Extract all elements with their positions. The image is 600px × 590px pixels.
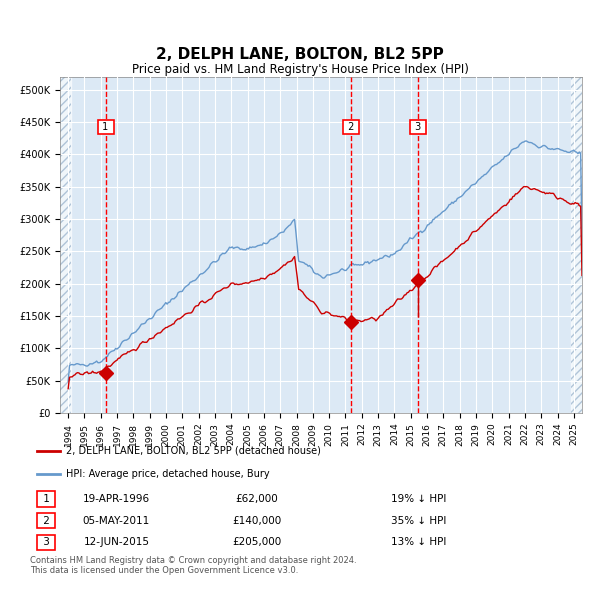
Text: 1: 1	[40, 494, 53, 504]
Text: 19-APR-1996: 19-APR-1996	[83, 494, 150, 504]
Bar	[571, 77, 582, 413]
Bar	[60, 77, 71, 413]
Text: 12-JUN-2015: 12-JUN-2015	[83, 537, 149, 548]
Text: Contains HM Land Registry data © Crown copyright and database right 2024.: Contains HM Land Registry data © Crown c…	[30, 556, 356, 565]
Text: This data is licensed under the Open Government Licence v3.0.: This data is licensed under the Open Gov…	[30, 566, 298, 575]
Text: 3: 3	[412, 122, 424, 132]
Text: £205,000: £205,000	[232, 537, 281, 548]
Text: £62,000: £62,000	[235, 494, 278, 504]
Text: 2: 2	[345, 122, 357, 132]
Text: 2, DELPH LANE, BOLTON, BL2 5PP (detached house): 2, DELPH LANE, BOLTON, BL2 5PP (detached…	[67, 445, 321, 455]
Text: 05-MAY-2011: 05-MAY-2011	[83, 516, 150, 526]
Bar	[60, 77, 71, 413]
Text: 13% ↓ HPI: 13% ↓ HPI	[391, 537, 446, 548]
Text: 2, DELPH LANE, BOLTON, BL2 5PP: 2, DELPH LANE, BOLTON, BL2 5PP	[156, 47, 444, 62]
Text: 3: 3	[40, 537, 53, 548]
Bar	[571, 77, 582, 413]
Text: 1: 1	[100, 122, 112, 132]
Text: £140,000: £140,000	[232, 516, 281, 526]
Text: HPI: Average price, detached house, Bury: HPI: Average price, detached house, Bury	[67, 469, 270, 479]
Text: Price paid vs. HM Land Registry's House Price Index (HPI): Price paid vs. HM Land Registry's House …	[131, 63, 469, 76]
Text: 19% ↓ HPI: 19% ↓ HPI	[391, 494, 446, 504]
Text: 35% ↓ HPI: 35% ↓ HPI	[391, 516, 446, 526]
Text: 2: 2	[40, 516, 53, 526]
